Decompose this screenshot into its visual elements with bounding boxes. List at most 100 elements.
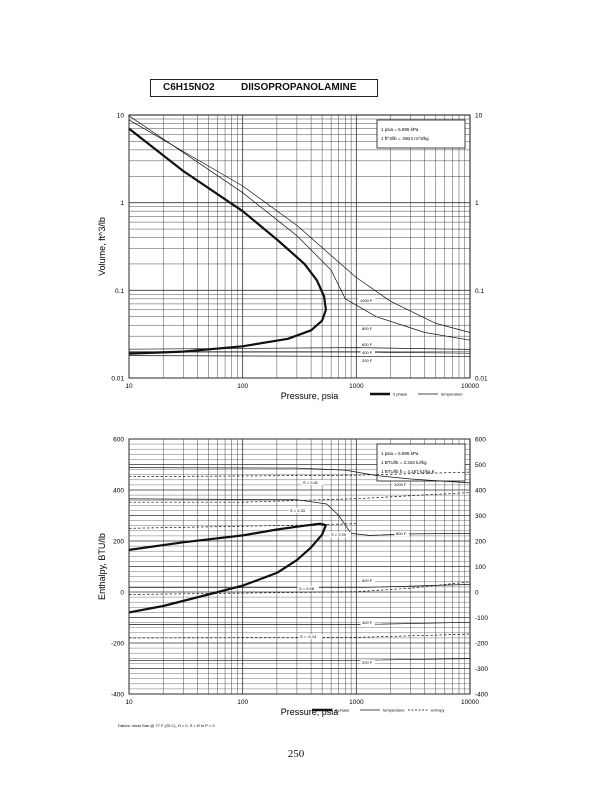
volume-x-tick-label: 100: [237, 383, 248, 390]
volume-y-tick-label-left: 1: [120, 200, 124, 207]
volume-isotherm-label: 400 F: [362, 350, 373, 355]
enthalpy-entropy-line: [128, 471, 471, 478]
enthalpy-x-tick-label: 100: [237, 699, 248, 706]
enthalpy-legend-label: 2 phase: [335, 708, 350, 713]
volume-unit-legend-text: 1 ft^3/lb = .0624 m^3/kg: [381, 136, 429, 141]
enthalpy-y-tick-label-left: 600: [113, 437, 124, 444]
volume-series-label-backdrop: [360, 358, 375, 364]
enthalpy-y-tick-label-right: -200: [475, 641, 488, 648]
enthalpy-y-tick-label-right: -100: [475, 615, 488, 622]
volume-isotherm-line: [128, 347, 471, 350]
enthalpy-footnote: Datum: Ideal Gas @ 77 F (25 C), H = 0, S…: [118, 723, 215, 728]
enthalpy-series-label-backdrop: [392, 482, 410, 488]
compound-name: DIISOPROPANOLAMINE: [241, 82, 357, 93]
enthalpy-x-tick-label: 10: [125, 699, 133, 706]
volume-isotherm-label: 800 F: [362, 326, 373, 331]
volume-x-tick-label: 1000: [349, 383, 364, 390]
volume-series-label-backdrop: [360, 350, 375, 356]
volume-y-axis-title: Volume, ft^3/lb: [97, 217, 107, 276]
enthalpy-y-tick-label-right: 0: [475, 590, 479, 597]
enthalpy-isotherm-label: 200 F: [362, 660, 373, 665]
enthalpy-y-tick-label-left: -400: [111, 692, 124, 699]
volume-unit-legend-box: [376, 119, 466, 149]
enthalpy-series-label-backdrop: [360, 620, 375, 626]
enthalpy-entropy-label: S = 0.08: [299, 586, 315, 591]
enthalpy-y-tick-label-left: -200: [111, 641, 124, 648]
enthalpy-isotherm-label: 800 F: [396, 531, 407, 536]
enthalpy-y-tick-label-right: 100: [475, 564, 486, 571]
enthalpy-x-tick-label: 10000: [461, 699, 479, 706]
enthalpy-y-tick-label-right: -400: [475, 692, 488, 699]
volume-series-label-backdrop: [360, 326, 375, 332]
enthalpy-entropy-label: S = 0.33: [290, 508, 306, 513]
enthalpy-entropy-line: [128, 633, 471, 639]
volume-unit-legend-text: 1 psia = 6.895 kPa: [381, 127, 419, 132]
enthalpy-isotherm-line: [128, 467, 471, 484]
volume-y-tick-label-right: 0.01: [475, 376, 488, 383]
volume-series-label-backdrop: [360, 342, 375, 348]
enthalpy-legend-label: temperature: [383, 708, 405, 713]
enthalpy-entropy-label: S = 0.41: [303, 480, 319, 485]
enthalpy-two-phase-curve: [128, 522, 327, 614]
enthalpy-series-label-backdrop: [329, 532, 351, 538]
volume-isotherm-line: [128, 119, 471, 333]
enthalpy-series-label-backdrop: [288, 508, 310, 514]
enthalpy-isotherm-label: 600 F: [362, 578, 373, 583]
volume-plot-frame: [128, 114, 471, 379]
enthalpy-entropy-line: [129, 492, 471, 503]
volume-isotherm-line: [128, 115, 471, 341]
enthalpy-x-axis-title: Pressure, psia: [281, 707, 339, 717]
enthalpy-x-tick-label: 1000: [349, 699, 364, 706]
enthalpy-y-tick-label-right: -300: [475, 666, 488, 673]
enthalpy-y-tick-label-right: 200: [475, 539, 486, 546]
enthalpy-series-label-backdrop: [297, 586, 319, 592]
volume-two-phase-curve: [128, 127, 327, 355]
volume-y-tick-label-left: 0.01: [111, 376, 124, 383]
enthalpy-isotherm-label: 400 F: [362, 620, 373, 625]
volume-isotherm-label: 200 F: [362, 358, 373, 363]
enthalpy-entropy-line: [128, 581, 471, 595]
volume-y-tick-label-right: 0.1: [475, 288, 484, 295]
volume-legend-label: 2 phase: [393, 392, 408, 397]
enthalpy-y-tick-label-right: 400: [475, 488, 486, 495]
volume-legend-label: temperature: [441, 392, 463, 397]
volume-isotherm-line: [129, 351, 471, 354]
enthalpy-isotherm-line: [129, 658, 471, 661]
enthalpy-legend-label: entropy: [431, 708, 444, 713]
page-number: 250: [287, 748, 305, 760]
volume-x-tick-label: 10: [125, 383, 133, 390]
enthalpy-y-axis-title: Enthalpy, BTU/lb: [97, 533, 107, 600]
enthalpy-isotherm-label: 1000 F: [394, 482, 407, 487]
volume-y-tick-label-left: 10: [117, 113, 125, 120]
enthalpy-unit-legend-text: 1 BTU/lb ft = 4.187 kJ/kg K: [381, 469, 435, 474]
volume-isotherm-label: 600 F: [362, 342, 373, 347]
enthalpy-entropy-label: S = -0.14: [300, 634, 317, 639]
volume-x-tick-label: 10000: [461, 383, 479, 390]
chart-title-box: C6H15NO2 DIISOPROPANOLAMINE: [150, 79, 378, 97]
enthalpy-series-label-backdrop: [298, 634, 323, 640]
enthalpy-y-tick-label-left: 400: [113, 488, 124, 495]
enthalpy-series-label-backdrop: [394, 531, 409, 537]
enthalpy-unit-legend-box: [376, 443, 466, 482]
volume-y-tick-label-right: 1: [475, 200, 479, 207]
enthalpy-entropy-label: S = 0.29: [331, 532, 347, 537]
enthalpy-unit-legend-text: 1 psia = 6.895 kPa: [381, 451, 419, 456]
enthalpy-series-label-backdrop: [301, 480, 323, 486]
enthalpy-y-tick-label-left: 200: [113, 539, 124, 546]
enthalpy-series-label-backdrop: [360, 660, 375, 666]
chemical-formula: C6H15NO2: [163, 82, 215, 93]
enthalpy-isotherm-line: [129, 621, 471, 625]
enthalpy-y-tick-label-right: 300: [475, 513, 486, 520]
enthalpy-y-tick-label-right: 500: [475, 462, 486, 469]
volume-y-tick-label-left: 0.1: [115, 288, 124, 295]
volume-x-axis-title: Pressure, psia: [281, 391, 339, 401]
enthalpy-y-tick-label-right: 600: [475, 437, 486, 444]
enthalpy-unit-legend-text: 1 BTU/lb = 2.326 kJ/kg: [381, 460, 427, 465]
volume-isotherm-label: 1000 F: [360, 298, 373, 303]
enthalpy-series-label-backdrop: [360, 578, 375, 584]
enthalpy-entropy-line: [128, 523, 357, 529]
volume-series-label-backdrop: [358, 298, 376, 304]
enthalpy-y-tick-label-left: 0: [120, 590, 124, 597]
volume-y-tick-label-right: 10: [475, 113, 483, 120]
